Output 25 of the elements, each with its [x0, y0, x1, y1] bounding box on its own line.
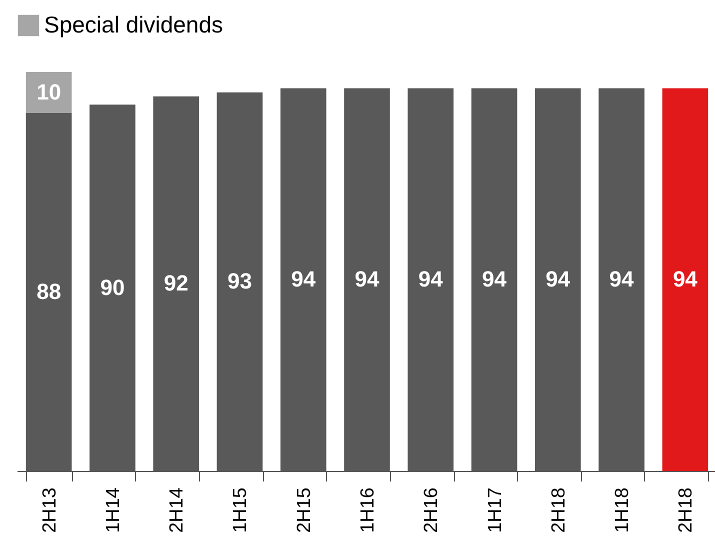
data-label: 90: [100, 274, 125, 300]
x-tick-label: 1H14: [102, 487, 124, 533]
data-label: 94: [291, 266, 316, 292]
x-tick-label: 2H18: [676, 488, 697, 533]
x-tick-label: 2H15: [294, 488, 315, 533]
x-tick-label: 1H17: [484, 488, 506, 533]
data-label: 88: [36, 278, 62, 304]
x-tick-label: 2H16: [421, 488, 442, 533]
data-label: 94: [482, 266, 508, 292]
x-tick-label: 1H15: [230, 488, 252, 533]
data-label: 94: [418, 266, 444, 292]
x-tick-label: 2H13: [39, 488, 60, 533]
data-label: 94: [672, 266, 698, 292]
bar: [662, 88, 708, 471]
data-label: 94: [609, 266, 635, 292]
x-tick-label: 1H18: [612, 488, 634, 533]
data-label: 10: [36, 79, 62, 104]
data-label: 94: [546, 266, 571, 292]
data-label: 93: [227, 268, 252, 294]
data-label: 92: [164, 270, 188, 296]
x-tick-label: 1H16: [358, 488, 378, 533]
x-tick-label: 2H14: [166, 487, 188, 533]
x-tick-label: 2H18: [548, 488, 570, 533]
data-label: 94: [354, 266, 380, 292]
legend-label: Special dividends: [44, 12, 224, 38]
